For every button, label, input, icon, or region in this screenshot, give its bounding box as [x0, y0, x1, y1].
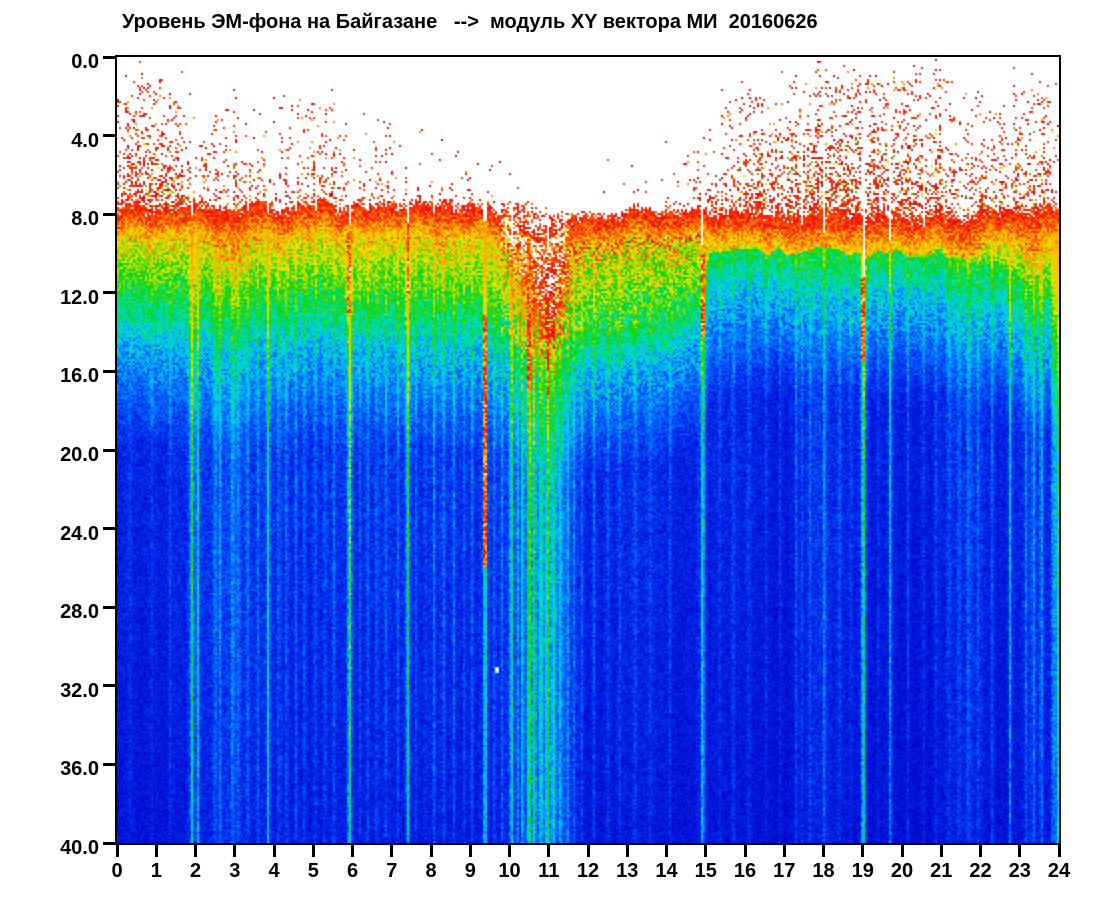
x-tick-mark: [586, 843, 590, 857]
x-tick-mark: [390, 843, 394, 857]
x-tick-label: 3: [229, 860, 241, 882]
x-tick-label: 17: [773, 860, 796, 882]
y-tick-mark: [103, 605, 117, 609]
x-tick-label: 24: [1047, 860, 1071, 882]
x-tick-label: 13: [616, 860, 639, 882]
x-tick-mark: [743, 843, 747, 857]
y-tick-label: 0.0: [71, 51, 99, 73]
x-tick-mark: [547, 843, 551, 857]
y-tick-mark: [103, 527, 117, 531]
x-tick-mark: [625, 843, 629, 857]
y-tick-mark: [103, 212, 117, 216]
y-tick-label: 28.0: [60, 601, 99, 624]
x-tick-label: 8: [425, 860, 437, 882]
x-tick-label: 16: [733, 860, 757, 882]
x-tick-mark: [311, 843, 315, 857]
x-tick-mark: [468, 843, 472, 857]
x-tick-mark: [1057, 843, 1061, 857]
x-tick-label: 11: [538, 860, 560, 882]
y-tick-label: 16.0: [60, 365, 99, 388]
x-tick-mark: [665, 843, 668, 857]
y-tick-label: 4.0: [71, 129, 99, 152]
x-tick-label: 5: [307, 860, 319, 882]
x-tick-mark: [508, 843, 511, 857]
x-tick-label: 9: [464, 860, 476, 882]
x-tick-label: 4: [268, 860, 280, 882]
x-tick-mark: [429, 843, 433, 857]
y-tick-mark: [103, 369, 117, 373]
x-tick-label: 12: [576, 860, 600, 882]
x-tick-label: 10: [498, 860, 521, 882]
x-tick-mark: [351, 843, 354, 857]
x-tick-label: 23: [1008, 860, 1031, 882]
x-tick-label: 19: [851, 860, 874, 882]
x-tick-label: 0: [111, 860, 123, 882]
x-tick-mark: [782, 843, 786, 857]
x-tick-label: 1: [150, 860, 162, 882]
y-tick-mark: [103, 684, 117, 688]
y-tick-mark: [103, 841, 117, 845]
x-tick-label: 22: [969, 860, 992, 882]
x-tick-label: 7: [386, 860, 398, 882]
chart-title: Уровень ЭМ-фона на Байгазане --> модуль …: [122, 11, 818, 33]
y-tick-mark: [103, 55, 117, 59]
y-tick-mark: [103, 448, 117, 452]
x-tick-mark: [704, 843, 708, 857]
x-tick-label: 6: [346, 860, 359, 882]
x-tick-mark: [194, 843, 197, 857]
y-tick-mark: [103, 291, 117, 295]
x-tick-mark: [822, 843, 825, 857]
x-tick-mark: [939, 843, 943, 857]
x-tick-mark: [154, 843, 158, 857]
x-tick-mark: [979, 843, 982, 857]
y-tick-mark: [103, 762, 117, 766]
x-tick-mark: [272, 843, 276, 857]
x-tick-label: 20: [890, 860, 914, 882]
x-tick-label: 2: [189, 860, 202, 882]
y-tick-label: 40.0: [60, 837, 99, 859]
y-tick-label: 36.0: [60, 758, 99, 781]
x-tick-mark: [900, 843, 904, 857]
x-tick-mark: [115, 843, 119, 857]
x-tick-label: 14: [655, 860, 678, 882]
y-tick-label: 32.0: [60, 679, 99, 702]
y-tick-label: 8.0: [71, 208, 99, 231]
x-tick-label: 18: [812, 860, 835, 882]
x-tick-mark: [1018, 843, 1022, 857]
y-tick-label: 24.0: [60, 522, 99, 545]
x-tick-mark: [861, 843, 865, 857]
x-tick-mark: [233, 843, 237, 857]
x-tick-label: 15: [694, 860, 717, 882]
y-tick-label: 12.0: [60, 286, 99, 309]
y-tick-label: 20.0: [60, 444, 99, 466]
spectrogram-canvas: [117, 57, 1059, 843]
x-tick-label: 21: [930, 860, 953, 882]
y-tick-mark: [103, 134, 117, 138]
